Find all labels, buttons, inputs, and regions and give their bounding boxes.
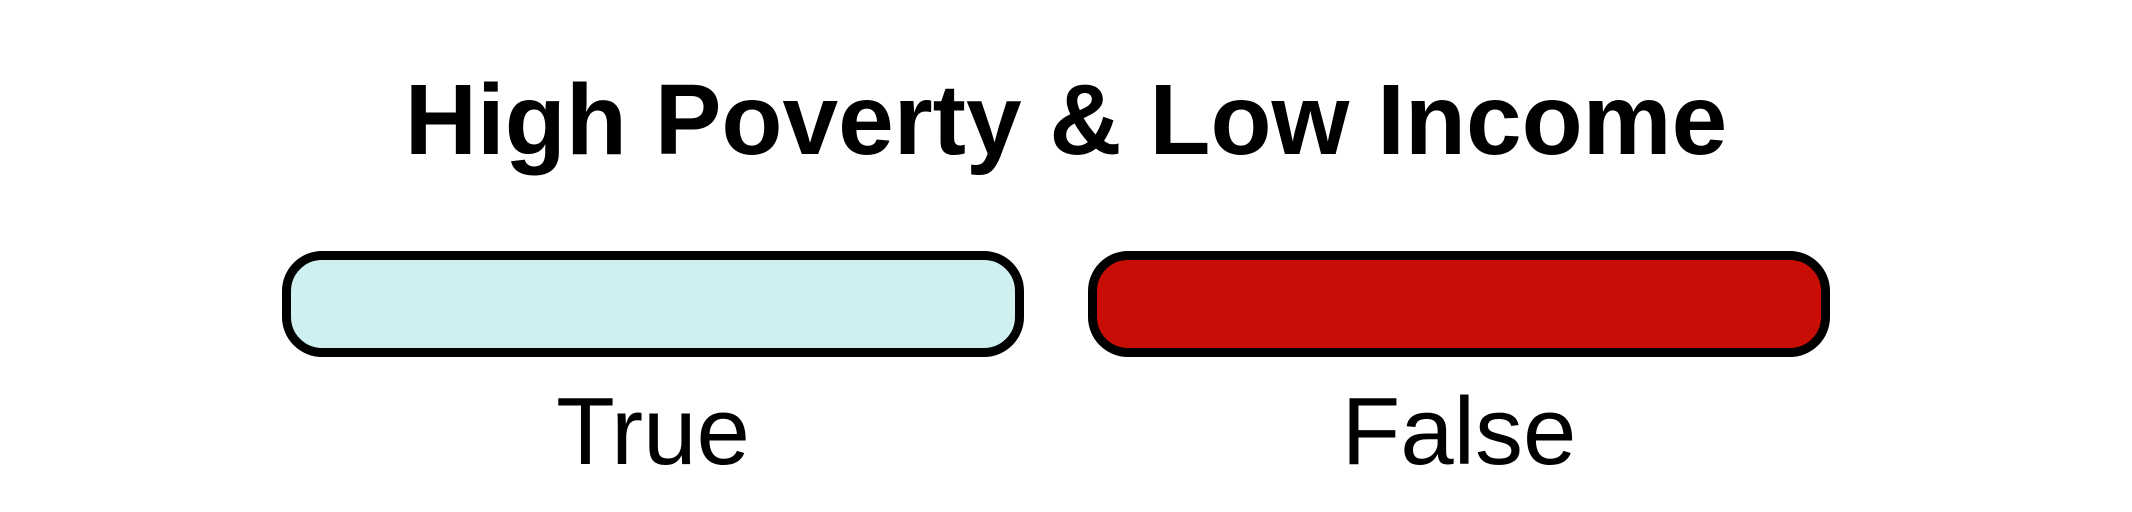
legend-title: High Poverty & Low Income [404,64,1728,176]
legend-label-false: False [1341,378,1577,485]
legend-swatch-true [282,251,1024,357]
legend-label-true: True [556,378,750,485]
legend-swatch-false [1088,251,1830,357]
